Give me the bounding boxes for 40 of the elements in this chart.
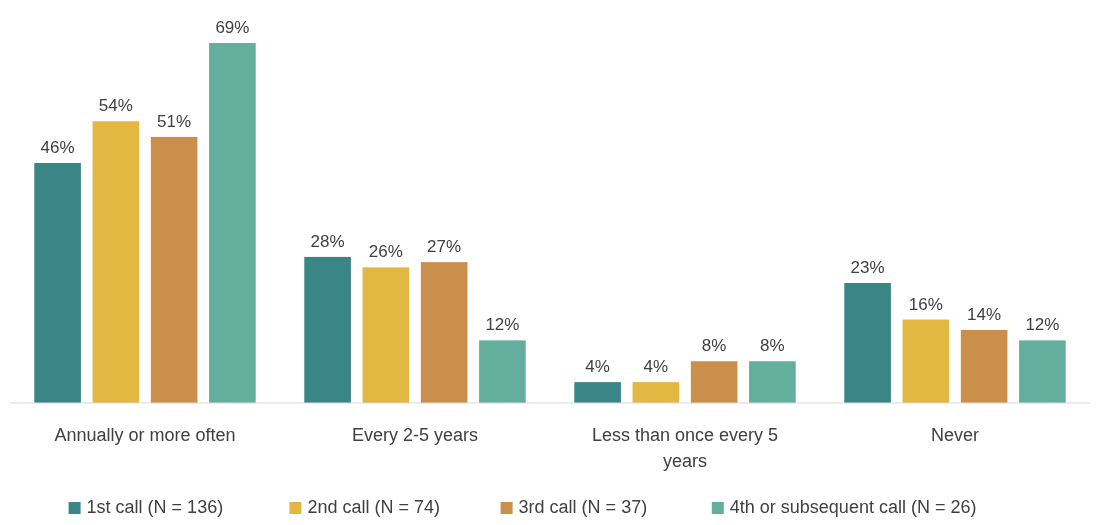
x-tick-label: Never xyxy=(930,425,980,445)
legend-label: 4th or subsequent call (N = 26) xyxy=(729,497,977,517)
data-label: 16% xyxy=(908,294,943,314)
legend-label: 3rd call (N = 37) xyxy=(518,497,648,517)
data-label: 54% xyxy=(98,96,133,116)
bar xyxy=(479,340,526,403)
bar xyxy=(749,361,796,403)
bar xyxy=(209,43,256,403)
data-label: 28% xyxy=(310,231,345,251)
data-label: 23% xyxy=(850,258,885,277)
bar xyxy=(690,361,738,403)
bar xyxy=(574,382,621,403)
x-tick-label: Less than once every 5 years xyxy=(591,425,779,471)
bar xyxy=(362,267,410,403)
bar xyxy=(304,256,351,403)
bar xyxy=(960,329,1008,403)
data-label: 8% xyxy=(701,336,727,356)
data-label: 51% xyxy=(157,111,192,131)
data-label: 4% xyxy=(585,357,610,377)
data-label: 14% xyxy=(967,304,1002,324)
data-label: 12% xyxy=(1025,315,1060,335)
data-label: 26% xyxy=(368,242,403,262)
data-label: 69% xyxy=(215,18,250,37)
bar xyxy=(34,163,81,403)
x-tick-label: Every 2-5 years xyxy=(351,425,479,445)
bar xyxy=(902,319,950,403)
bar xyxy=(92,121,140,403)
data-label: 27% xyxy=(427,237,462,257)
data-label: 12% xyxy=(485,315,520,335)
bar xyxy=(150,136,198,403)
x-tick-label: Annually or more often xyxy=(54,425,236,445)
data-label: 46% xyxy=(40,138,75,157)
data-label: 8% xyxy=(760,336,785,356)
bar xyxy=(844,283,891,403)
legend-label: 1st call (N = 136) xyxy=(86,497,224,517)
bar xyxy=(1019,340,1066,403)
data-label: 4% xyxy=(643,357,669,377)
bar xyxy=(420,262,468,403)
legend-label: 2nd call (N = 74) xyxy=(307,497,440,517)
bar xyxy=(632,382,680,403)
